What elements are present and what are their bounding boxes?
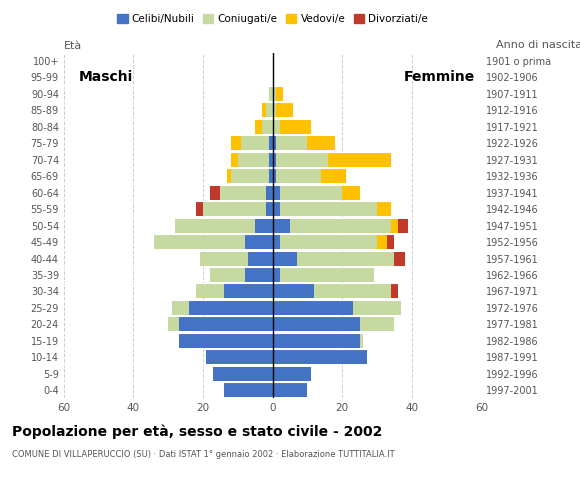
- Bar: [391, 285, 398, 299]
- Bar: [154, 235, 245, 249]
- Bar: [276, 136, 307, 150]
- Bar: [353, 301, 401, 315]
- Bar: [273, 367, 311, 381]
- Bar: [231, 153, 238, 167]
- Bar: [280, 186, 342, 200]
- Text: Età: Età: [64, 41, 82, 51]
- Bar: [266, 103, 273, 118]
- Bar: [280, 120, 311, 134]
- Bar: [273, 218, 290, 233]
- Bar: [273, 120, 280, 134]
- Bar: [241, 136, 269, 150]
- Bar: [276, 87, 283, 101]
- Bar: [172, 301, 189, 315]
- Bar: [273, 268, 280, 282]
- Bar: [387, 235, 394, 249]
- Bar: [210, 186, 220, 200]
- Bar: [224, 383, 273, 397]
- Bar: [255, 120, 262, 134]
- Bar: [276, 103, 293, 118]
- Bar: [273, 383, 307, 397]
- Bar: [255, 218, 273, 233]
- Bar: [321, 169, 346, 183]
- Bar: [206, 350, 273, 364]
- Bar: [377, 202, 391, 216]
- Text: Femmine: Femmine: [404, 71, 475, 84]
- Bar: [360, 334, 363, 348]
- Bar: [179, 334, 273, 348]
- Bar: [224, 285, 273, 299]
- Bar: [168, 317, 179, 331]
- Bar: [273, 301, 353, 315]
- Bar: [269, 169, 273, 183]
- Bar: [213, 367, 273, 381]
- Bar: [189, 301, 273, 315]
- Bar: [360, 317, 394, 331]
- Bar: [314, 285, 391, 299]
- Text: Maschi: Maschi: [78, 71, 133, 84]
- Bar: [210, 268, 245, 282]
- Bar: [280, 235, 377, 249]
- Bar: [238, 153, 269, 167]
- Bar: [273, 87, 276, 101]
- Bar: [398, 218, 408, 233]
- Bar: [273, 136, 276, 150]
- Bar: [203, 202, 266, 216]
- Bar: [220, 186, 266, 200]
- Bar: [200, 252, 248, 265]
- Bar: [196, 285, 224, 299]
- Bar: [276, 153, 328, 167]
- Bar: [248, 252, 273, 265]
- Bar: [273, 153, 276, 167]
- Bar: [231, 169, 269, 183]
- Bar: [273, 202, 280, 216]
- Bar: [394, 252, 405, 265]
- Bar: [273, 350, 367, 364]
- Bar: [266, 186, 273, 200]
- Bar: [377, 235, 387, 249]
- Text: Popolazione per età, sesso e stato civile - 2002: Popolazione per età, sesso e stato civil…: [12, 425, 382, 439]
- Bar: [273, 317, 360, 331]
- Bar: [280, 268, 374, 282]
- Bar: [273, 285, 314, 299]
- Bar: [273, 169, 276, 183]
- Bar: [307, 136, 335, 150]
- Bar: [297, 252, 394, 265]
- Bar: [231, 136, 241, 150]
- Bar: [290, 218, 391, 233]
- Bar: [196, 202, 203, 216]
- Bar: [273, 186, 280, 200]
- Bar: [269, 153, 273, 167]
- Bar: [269, 87, 273, 101]
- Bar: [273, 252, 297, 265]
- Bar: [391, 218, 398, 233]
- Bar: [328, 153, 391, 167]
- Legend: Celibi/Nubili, Coniugati/e, Vedovi/e, Divorziati/e: Celibi/Nubili, Coniugati/e, Vedovi/e, Di…: [113, 10, 432, 28]
- Bar: [342, 186, 360, 200]
- Bar: [273, 334, 360, 348]
- Bar: [273, 103, 276, 118]
- Bar: [245, 235, 273, 249]
- Text: COMUNE DI VILLAPERUCCIO (SU) · Dati ISTAT 1° gennaio 2002 · Elaborazione TUTTITA: COMUNE DI VILLAPERUCCIO (SU) · Dati ISTA…: [12, 450, 394, 459]
- Bar: [262, 103, 266, 118]
- Bar: [269, 136, 273, 150]
- Text: Anno di nascita: Anno di nascita: [496, 40, 580, 50]
- Bar: [280, 202, 377, 216]
- Bar: [227, 169, 231, 183]
- Bar: [175, 218, 255, 233]
- Bar: [179, 317, 273, 331]
- Bar: [273, 235, 280, 249]
- Bar: [245, 268, 273, 282]
- Bar: [266, 202, 273, 216]
- Bar: [276, 169, 321, 183]
- Bar: [262, 120, 273, 134]
